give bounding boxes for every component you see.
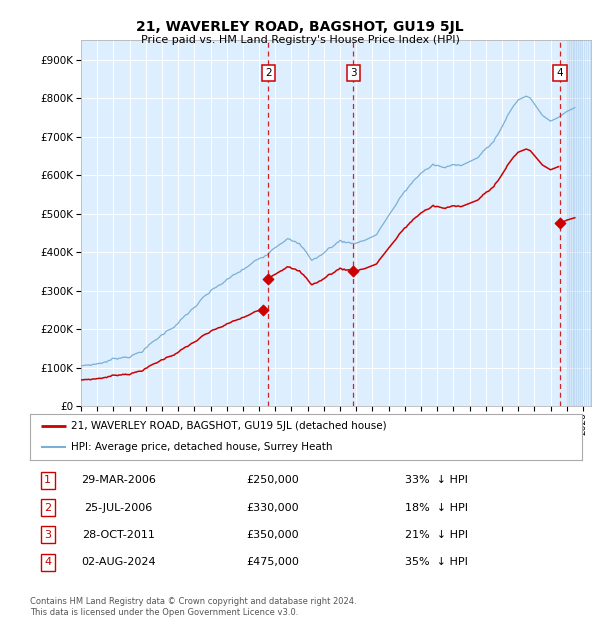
Text: 02-AUG-2024: 02-AUG-2024 (81, 557, 155, 567)
Point (258, 305, 268, 315)
Text: £350,000: £350,000 (247, 530, 299, 540)
Text: 28-OCT-2011: 28-OCT-2011 (82, 530, 155, 540)
Point (349, 267, 358, 277)
Text: 2: 2 (44, 503, 51, 513)
Text: 29-MAR-2006: 29-MAR-2006 (81, 476, 156, 485)
Text: £475,000: £475,000 (247, 557, 299, 567)
Text: Contains HM Land Registry data © Crown copyright and database right 2024.
This d: Contains HM Land Registry data © Crown c… (30, 598, 356, 617)
Text: £250,000: £250,000 (247, 476, 299, 485)
Text: 4: 4 (44, 557, 51, 567)
Point (263, 274, 273, 284)
Text: 4: 4 (557, 68, 563, 78)
Text: 21, WAVERLEY ROAD, BAGSHOT, GU19 5JL (detached house): 21, WAVERLEY ROAD, BAGSHOT, GU19 5JL (de… (71, 421, 387, 431)
Text: 3: 3 (44, 530, 51, 540)
Text: 18%  ↓ HPI: 18% ↓ HPI (406, 503, 469, 513)
Text: 21, WAVERLEY ROAD, BAGSHOT, GU19 5JL: 21, WAVERLEY ROAD, BAGSHOT, GU19 5JL (136, 20, 464, 34)
Text: HPI: Average price, detached house, Surrey Heath: HPI: Average price, detached house, Surr… (71, 443, 333, 453)
Text: 21%  ↓ HPI: 21% ↓ HPI (406, 530, 469, 540)
Text: £330,000: £330,000 (247, 503, 299, 513)
Text: 25-JUL-2006: 25-JUL-2006 (84, 503, 152, 513)
Text: 33%  ↓ HPI: 33% ↓ HPI (406, 476, 468, 485)
Text: 3: 3 (350, 68, 356, 78)
Point (555, 218, 565, 228)
Text: 2: 2 (265, 68, 271, 78)
Text: Price paid vs. HM Land Registry's House Price Index (HPI): Price paid vs. HM Land Registry's House … (140, 35, 460, 45)
Text: 1: 1 (44, 476, 51, 485)
Text: 35%  ↓ HPI: 35% ↓ HPI (406, 557, 468, 567)
